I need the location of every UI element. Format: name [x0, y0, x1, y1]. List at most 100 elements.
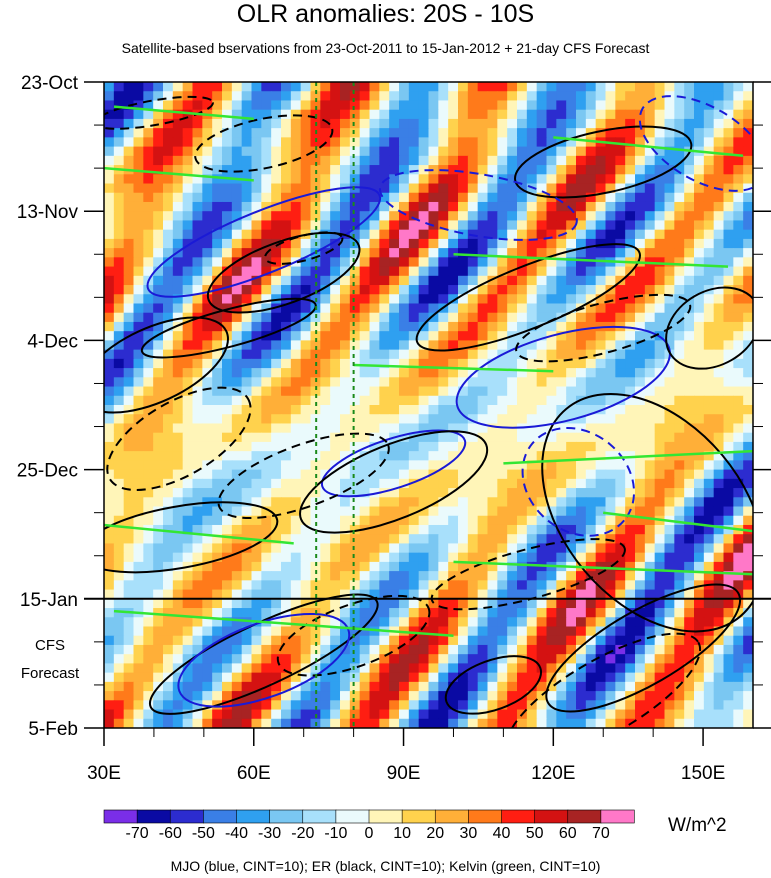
field-cell [300, 395, 312, 406]
field-cell [428, 349, 439, 360]
field-cell [192, 118, 203, 129]
field-cell [212, 165, 223, 175]
field-cell [458, 303, 469, 314]
field-cell [674, 460, 685, 471]
field-cell [192, 506, 203, 517]
field-cell [576, 451, 587, 461]
field-cell [123, 552, 135, 563]
field-cell [556, 386, 567, 397]
field-cell [143, 201, 154, 212]
field-cell [163, 608, 174, 618]
field-cell [143, 358, 154, 369]
field-cell [536, 220, 548, 231]
field-cell [153, 571, 164, 581]
field-cell [684, 358, 695, 369]
field-cell [182, 386, 194, 397]
field-cell [635, 229, 646, 240]
field-cell [507, 626, 518, 637]
field-cell [212, 718, 223, 728]
field-cell [212, 451, 223, 461]
field-cell [438, 82, 449, 92]
field-cell [458, 460, 469, 471]
field-cell [369, 137, 380, 148]
field-cell [694, 312, 705, 323]
field-cell [212, 423, 223, 434]
field-cell [635, 275, 646, 286]
field-cell [290, 183, 302, 194]
field-cell [123, 469, 135, 480]
field-cell [241, 386, 253, 397]
field-cell [123, 285, 135, 295]
field-cell [251, 312, 262, 323]
field-cell [192, 192, 203, 203]
field-cell [644, 331, 656, 341]
field-cell [585, 146, 597, 157]
field-cell [723, 118, 734, 129]
field-cell [723, 691, 734, 701]
field-cell [428, 100, 439, 111]
field-cell [330, 395, 341, 406]
field-cell [556, 423, 567, 434]
field-cell [703, 635, 715, 646]
field-cell [674, 709, 685, 720]
field-cell [330, 312, 341, 323]
field-cell [310, 331, 321, 341]
field-cell [330, 229, 341, 240]
field-cell [379, 405, 390, 415]
field-cell [202, 488, 213, 498]
field-cell [703, 608, 715, 618]
field-cell [644, 312, 656, 323]
field-cell [399, 386, 410, 397]
field-cell [605, 469, 616, 480]
field-cell [320, 478, 331, 489]
field-cell [595, 672, 607, 683]
field-cell [585, 183, 597, 194]
field-cell [281, 589, 292, 600]
field-cell [182, 423, 194, 434]
field-cell [595, 303, 607, 314]
field-cell [399, 423, 410, 434]
field-cell [743, 469, 753, 480]
field-cell [113, 211, 125, 222]
field-cell [654, 312, 666, 323]
field-cell [576, 386, 587, 397]
field-cell [408, 478, 420, 489]
field-cell [517, 165, 528, 175]
field-cell [635, 146, 646, 157]
field-cell [566, 285, 577, 295]
field-cell [241, 349, 253, 360]
field-cell [526, 598, 538, 609]
field-cell [713, 109, 725, 120]
field-cell [300, 589, 312, 600]
field-cell [487, 506, 498, 517]
field-cell [300, 340, 312, 351]
field-cell [389, 589, 400, 600]
field-cell [733, 340, 744, 351]
field-cell [399, 691, 410, 701]
field-cell [300, 257, 312, 268]
field-cell [300, 192, 312, 203]
field-cell [290, 321, 302, 332]
field-cell [526, 91, 538, 102]
field-cell [123, 478, 135, 489]
field-cell [399, 201, 410, 212]
field-cell [153, 266, 164, 277]
field-cell [281, 285, 292, 295]
field-cell [418, 100, 430, 111]
field-cell [654, 174, 666, 185]
field-cell [487, 128, 498, 138]
colorbar-level-label: -20 [291, 825, 314, 842]
field-cell [713, 331, 725, 341]
field-cell [644, 303, 656, 314]
field-cell [713, 211, 725, 222]
field-cell [585, 109, 597, 120]
field-cell [458, 405, 469, 415]
field-cell [163, 368, 174, 378]
field-cell [664, 488, 675, 498]
field-cell [448, 386, 459, 397]
field-cell [271, 534, 282, 545]
field-cell [222, 654, 233, 664]
field-cell [113, 478, 125, 489]
field-cell [507, 488, 518, 498]
field-cell [389, 700, 400, 711]
